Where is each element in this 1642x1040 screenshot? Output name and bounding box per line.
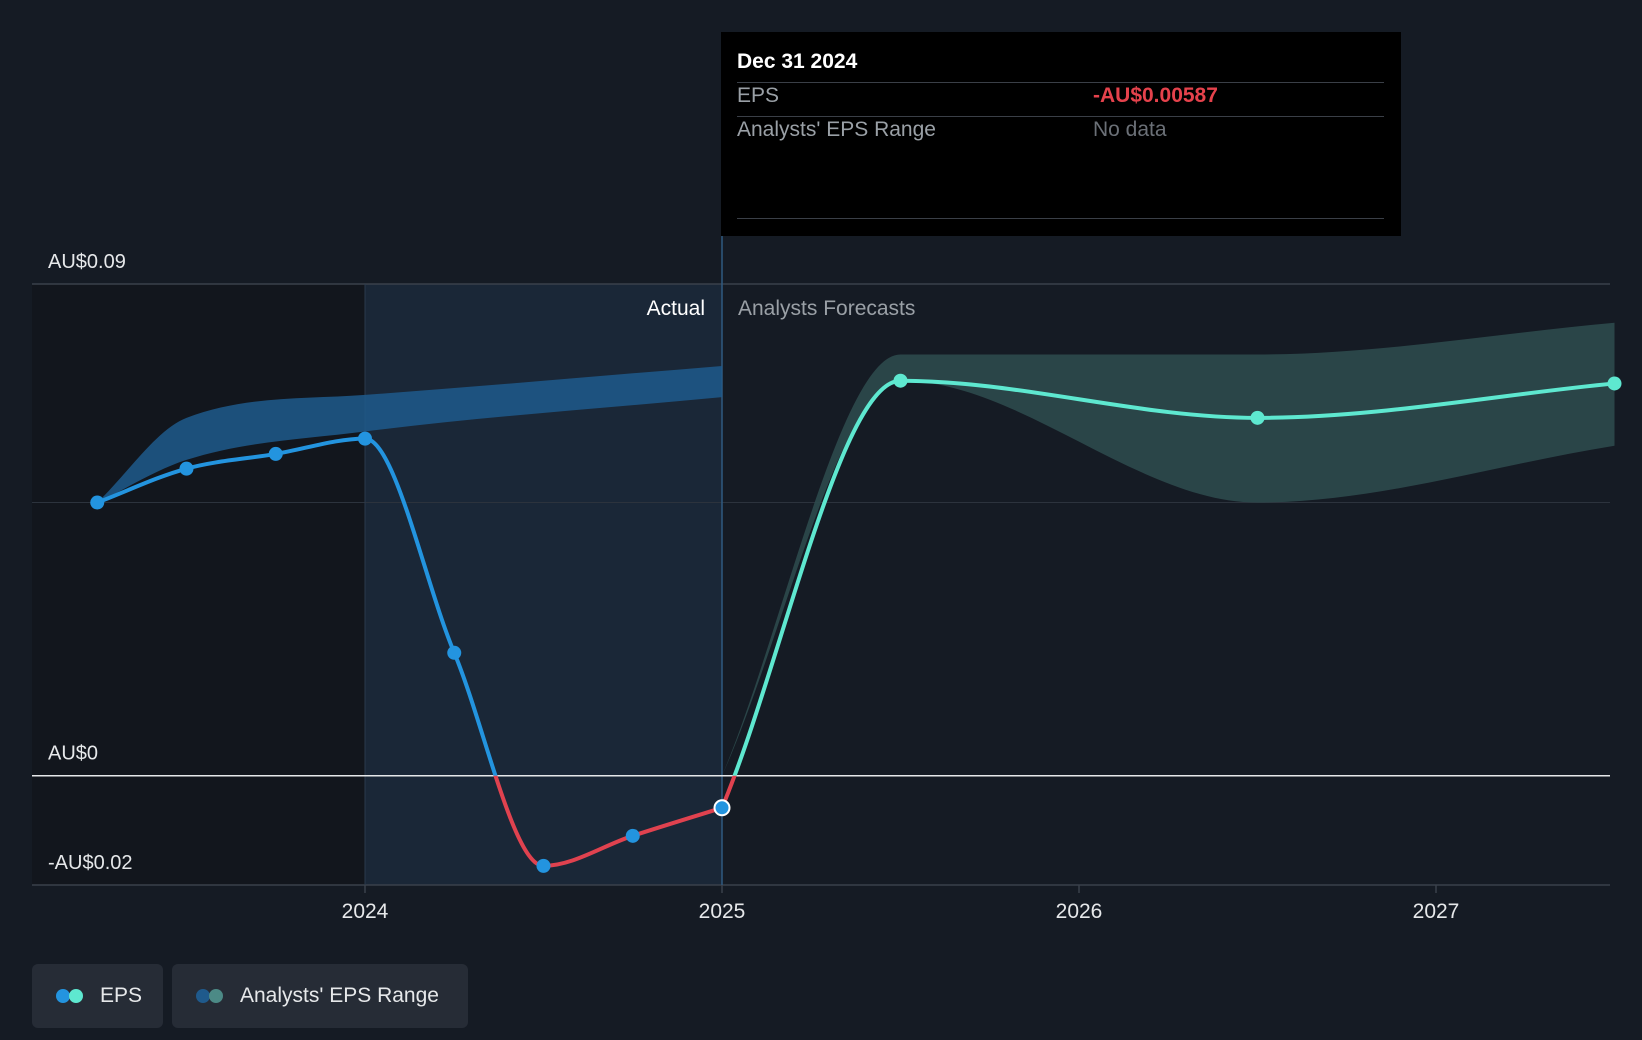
- past-shade-left: [32, 284, 365, 885]
- tooltip-range-value: No data: [1093, 118, 1167, 141]
- x-tick-label: 2024: [342, 900, 389, 923]
- eps-actual-point: [90, 495, 105, 510]
- legend-eps-button[interactable]: EPS: [32, 964, 163, 1028]
- tooltip-date: Dec 31 2024: [737, 50, 858, 73]
- range-actual-dot-icon: [196, 989, 210, 1003]
- eps-forecast-point: [893, 373, 908, 388]
- eps-range-band-forecast: [722, 322, 1615, 776]
- eps-actual-point: [268, 446, 283, 461]
- y-tick-label: AU$0: [48, 743, 98, 765]
- tooltip: Dec 31 2024 EPS -AU$0.00587 Analysts' EP…: [721, 32, 1401, 236]
- eps-actual-point: [625, 828, 640, 843]
- eps-highlighted-point: [713, 799, 731, 817]
- legend-range-button[interactable]: Analysts' EPS Range: [172, 964, 468, 1028]
- eps-forecast-point: [1250, 410, 1265, 425]
- tooltip-eps-value: -AU$0.00587: [1093, 84, 1218, 107]
- eps-range-band-history: [97, 365, 722, 503]
- range-forecast-dot-icon: [209, 989, 223, 1003]
- eps-forecast-dot-icon: [69, 989, 83, 1003]
- x-tick-label: 2025: [699, 900, 746, 923]
- tooltip-range-label: Analysts' EPS Range: [737, 118, 936, 141]
- eps-actual-point: [536, 858, 551, 873]
- eps-forecast-point: [1607, 376, 1622, 391]
- actual-section-label: Actual: [647, 297, 705, 320]
- eps-actual-point: [179, 461, 194, 476]
- eps-actual-point: [358, 431, 372, 446]
- eps-actual-dot-icon: [56, 989, 70, 1003]
- forecast-section-label: Analysts Forecasts: [738, 297, 915, 320]
- eps-actual-line: [96, 436, 498, 776]
- y-tick-label: -AU$0.02: [48, 852, 133, 874]
- legend-range-label: Analysts' EPS Range: [240, 984, 439, 1007]
- x-tick-label: 2027: [1413, 900, 1460, 923]
- eps-actual-negative-line: [493, 775, 723, 868]
- x-tick-label: 2026: [1056, 900, 1103, 923]
- eps-actual-point: [447, 645, 462, 660]
- tooltip-eps-label: EPS: [737, 84, 780, 107]
- y-tick-label: AU$0.09: [48, 251, 126, 273]
- legend-eps-label: EPS: [100, 984, 143, 1007]
- eps-forecast-line: [732, 378, 1615, 776]
